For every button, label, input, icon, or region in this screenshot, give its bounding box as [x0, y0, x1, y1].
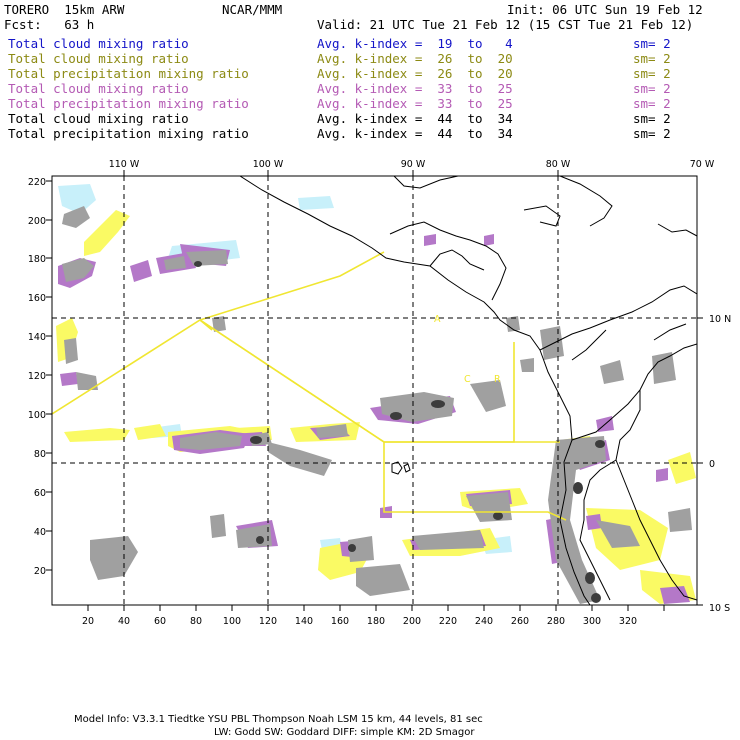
- frame-ticks: [46, 170, 703, 611]
- valid-time: Valid: 21 UTC Tue 21 Feb 12 (15 CST Tue …: [317, 17, 694, 32]
- x-tick-labels: 20 40 60 80 100 120 140 160 180 200 220 …: [82, 616, 637, 627]
- legend-field: Total cloud mixing ratio: [8, 51, 189, 66]
- map-frame: [51, 175, 698, 606]
- legend-sm: sm= 2: [633, 111, 671, 126]
- legend-index: Avg. k-index = 26 to 20: [317, 51, 513, 66]
- x-tick-label: 200: [403, 616, 421, 627]
- y-tick-label: 20: [34, 566, 46, 577]
- cloud-dark: [194, 261, 605, 603]
- region-label-c: C: [464, 374, 471, 385]
- region-label-r: R: [494, 374, 501, 385]
- forecast-hour: Fcst: 63 h: [4, 17, 95, 32]
- y-tick-label: 40: [34, 527, 46, 538]
- x-tick-label: 40: [118, 616, 130, 627]
- y-tick-label: 80: [34, 449, 46, 460]
- x-tick-label: 300: [583, 616, 601, 627]
- y-tick-label: 60: [34, 488, 46, 499]
- x-tick-label: 220: [439, 616, 457, 627]
- cloud-yellow: [56, 210, 696, 604]
- lon-label: 100 W: [253, 159, 284, 170]
- legend-index: Avg. k-index = 26 to 20: [317, 66, 513, 81]
- legend-field: Total cloud mixing ratio: [8, 81, 189, 96]
- cloud-light-blue: [58, 184, 512, 554]
- lat-label: 0: [709, 459, 715, 470]
- legend-index: Avg. k-index = 33 to 25: [317, 96, 513, 111]
- x-tick-label: 60: [154, 616, 166, 627]
- x-tick-label: 180: [367, 616, 385, 627]
- legend-field: Total precipitation mixing ratio: [8, 66, 249, 81]
- lon-label: 80 W: [546, 159, 571, 170]
- org-label: NCAR/MMM: [222, 2, 283, 17]
- legend-index: Avg. k-index = 44 to 34: [317, 126, 513, 141]
- legend-sm: sm= 2: [633, 126, 671, 141]
- legend-field: Total cloud mixing ratio: [8, 36, 189, 51]
- legend-index: Avg. k-index = 19 to 4: [317, 36, 513, 51]
- y-tick-label: 160: [28, 293, 46, 304]
- x-tick-label: 120: [259, 616, 277, 627]
- y-tick-labels: 220 200 180 160 140 120 100 80 60 40 20: [28, 177, 46, 577]
- legend-sm: sm= 2: [633, 81, 671, 96]
- legend-index: Avg. k-index = 44 to 34: [317, 111, 513, 126]
- legend-sm: sm= 2: [633, 51, 671, 66]
- legend-index: Avg. k-index = 33 to 25: [317, 81, 513, 96]
- model-title: TORERO 15km ARW: [4, 2, 125, 17]
- cloud-purple: [58, 234, 690, 604]
- y-tick-label: 180: [28, 254, 46, 265]
- legend-sm: sm= 2: [633, 36, 671, 51]
- model-info: Model Info: V3.3.1 Tiedtke YSU PBL Thomp…: [74, 714, 483, 725]
- legend-field: Total cloud mixing ratio: [8, 111, 189, 126]
- y-tick-label: 140: [28, 332, 46, 343]
- y-tick-label: 100: [28, 410, 46, 421]
- lon-label: 90 W: [401, 159, 426, 170]
- x-tick-label: 260: [511, 616, 529, 627]
- x-tick-label: 140: [295, 616, 313, 627]
- x-tick-label: 20: [82, 616, 94, 627]
- lon-label: 70 W: [690, 159, 715, 170]
- lat-label: 10 N: [709, 314, 731, 325]
- x-tick-label: 160: [331, 616, 349, 627]
- legend-field: Total precipitation mixing ratio: [8, 126, 249, 141]
- x-tick-label: 80: [190, 616, 202, 627]
- legend-sm: sm= 2: [633, 66, 671, 81]
- x-tick-label: 240: [475, 616, 493, 627]
- region-label-a: A: [434, 314, 441, 325]
- y-tick-label: 200: [28, 216, 46, 227]
- x-tick-label: 320: [619, 616, 637, 627]
- lon-label: 110 W: [109, 159, 140, 170]
- init-time: Init: 06 UTC Sun 19 Feb 12: [507, 2, 703, 17]
- lat-label: 10 S: [709, 603, 730, 614]
- y-tick-label: 220: [28, 177, 46, 188]
- x-tick-label: 280: [547, 616, 565, 627]
- physics-info: LW: Godd SW: Goddard DIFF: simple KM: 2D…: [214, 727, 475, 738]
- x-tick-label: 100: [223, 616, 241, 627]
- legend-field: Total precipitation mixing ratio: [8, 96, 249, 111]
- y-tick-label: 120: [28, 371, 46, 382]
- legend-sm: sm= 2: [633, 96, 671, 111]
